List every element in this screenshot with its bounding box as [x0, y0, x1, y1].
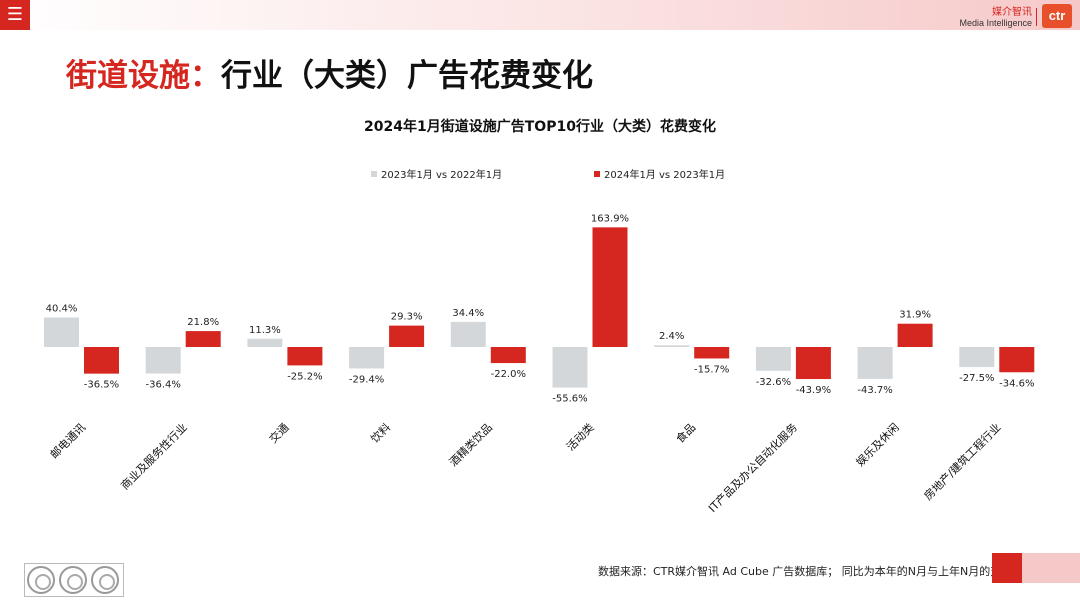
bar-2024-3 [389, 325, 425, 347]
bar-chart: 2024年1月街道设施广告TOP10行业（大类）花费变化 2023年1月 vs … [44, 118, 1034, 515]
bar-2023-3 [349, 347, 385, 369]
data-label: 40.4% [46, 304, 78, 315]
brand-cn: 媒介智讯 [992, 7, 1032, 18]
category-label: 商业及服务性行业 [118, 420, 190, 492]
data-source-note: 数据来源：CTR媒介智讯 Ad Cube 广告数据库； 同比为本年的N月与上年N… [598, 565, 1013, 578]
bar-2023-4 [450, 321, 486, 347]
category-label: 交通 [266, 420, 291, 445]
certification-seal-icon [27, 566, 55, 594]
legend-label-2024: 2024年1月 vs 2023年1月 [604, 168, 725, 181]
bar-2024-8 [897, 323, 933, 347]
bar-2023-9 [959, 347, 995, 368]
category-label: 娱乐及休闲 [853, 420, 902, 469]
page-title-red: 街道设施： [66, 58, 221, 94]
data-label: 31.9% [899, 310, 931, 321]
data-label: 34.4% [452, 308, 484, 319]
bar-2023-0 [44, 317, 79, 347]
legend-label-2023: 2023年1月 vs 2022年1月 [381, 168, 502, 181]
category-label: 房地产/建筑工程行业 [921, 420, 1004, 503]
data-label: 163.9% [591, 213, 629, 224]
bar-2024-2 [287, 347, 323, 366]
data-label: -43.9% [796, 385, 831, 396]
category-label: IT产品及办公自动化服务 [705, 420, 800, 515]
data-label: -27.5% [959, 373, 994, 384]
category-label: 邮电通讯 [48, 421, 88, 461]
bar-2023-1 [145, 347, 181, 374]
bar-2024-4 [490, 347, 526, 364]
chart-title: 2024年1月街道设施广告TOP10行业（大类）花费变化 [364, 118, 716, 135]
brand-divider [1036, 8, 1037, 26]
bar-2024-1 [185, 331, 221, 347]
data-label: 11.3% [249, 325, 281, 336]
chart-legend: 2023年1月 vs 2022年1月 2024年1月 vs 2023年1月 [371, 168, 725, 181]
data-label: -29.4% [349, 374, 384, 385]
footer-red-block [992, 553, 1022, 583]
top-bar: ☰ 媒介智讯 Media Intelligence ctr [0, 0, 1080, 30]
bar-2023-5 [552, 347, 588, 388]
data-label: -36.5% [84, 380, 119, 391]
data-label: -55.6% [552, 394, 587, 405]
category-label: 食品 [673, 420, 698, 445]
footer-pink-band [1022, 553, 1080, 583]
bars-group: 40.4% -36.5% 邮电通讯 -36.4% 21.8% 商业及服务性行业 11.3% -… [44, 213, 1034, 515]
legend-swatch-2023 [371, 171, 377, 177]
hamburger-icon[interactable]: ☰ [0, 0, 30, 30]
data-label: -22.0% [491, 369, 526, 380]
bar-2024-7 [795, 347, 831, 380]
brand-en: Media Intelligence [959, 18, 1032, 28]
bar-2023-8 [857, 347, 893, 379]
data-label: -25.2% [287, 371, 322, 382]
certification-badges [24, 563, 124, 597]
bar-2024-9 [999, 347, 1035, 373]
bar-2023-7 [755, 347, 791, 371]
certification-seal-icon [59, 566, 87, 594]
bar-2024-0 [84, 347, 119, 374]
certification-seal-icon [91, 566, 119, 594]
data-label: -36.4% [146, 380, 181, 391]
bar-2024-6 [694, 347, 730, 359]
bar-2024-5 [592, 227, 628, 347]
data-label: -15.7% [694, 364, 729, 375]
data-label: -43.7% [857, 385, 892, 396]
brand-text: 媒介智讯 Media Intelligence [959, 7, 1032, 29]
page-title-black: 行业（大类）广告花费变化 [221, 58, 593, 94]
category-label: 饮料 [368, 420, 393, 445]
data-label: -32.6% [756, 377, 791, 388]
bar-2023-2 [247, 338, 283, 347]
data-label: 29.3% [391, 312, 423, 323]
data-label: 2.4% [659, 331, 684, 342]
category-label: 酒精类饮品 [446, 420, 495, 469]
bar-2023-6 [654, 345, 690, 347]
data-label: 21.8% [187, 317, 219, 328]
legend-swatch-2024 [594, 171, 600, 177]
ctr-logo: ctr [1042, 4, 1072, 28]
data-label: -34.6% [999, 378, 1034, 389]
category-label: 活动类 [563, 420, 596, 453]
page-title: 街道设施：行业（大类）广告花费变化 [66, 50, 593, 95]
